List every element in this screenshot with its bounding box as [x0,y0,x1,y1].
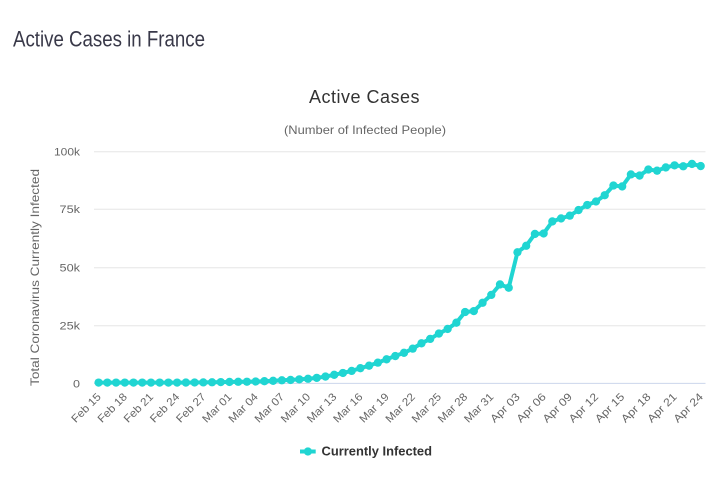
svg-text:50k: 50k [60,263,81,275]
svg-text:Active Cases: Active Cases [309,87,420,107]
svg-text:Total Coronavirus Currently In: Total Coronavirus Currently Infected [28,169,42,386]
svg-text:100k: 100k [54,147,81,159]
svg-text:75k: 75k [60,204,81,216]
svg-text:Active Cases in France: Active Cases in France [13,26,205,51]
svg-text:25k: 25k [60,321,81,333]
svg-text:(Number of Infected People): (Number of Infected People) [284,123,446,137]
svg-text:0: 0 [73,378,80,390]
svg-text:Currently Infected: Currently Infected [322,444,433,459]
